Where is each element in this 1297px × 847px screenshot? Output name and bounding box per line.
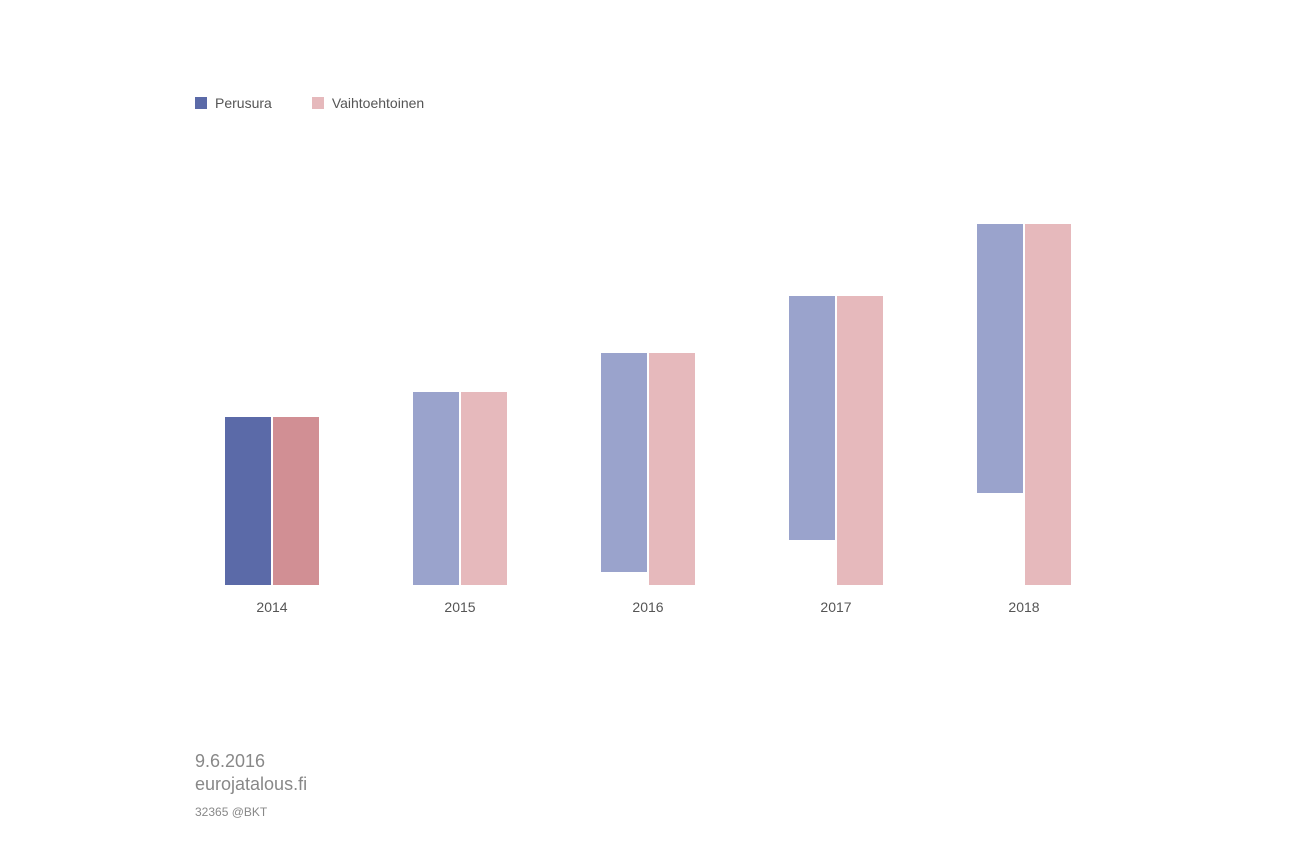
- bar-perusura-2014: [225, 417, 271, 585]
- legend-swatch-1: [312, 97, 324, 109]
- bar-group-2017: 2017: [789, 296, 883, 585]
- footer-site: eurojatalous.fi: [195, 773, 307, 796]
- bar-group-2014: 2014: [225, 417, 319, 585]
- legend-label-1: Vaihtoehtoinen: [332, 95, 424, 111]
- plot-area: 2014 2015 2016 2017 2018: [195, 165, 1115, 585]
- x-label-2015: 2015: [413, 599, 507, 615]
- bar-vaihtoehtoinen-2015: [461, 392, 507, 585]
- bar-perusura-2016: [601, 353, 647, 571]
- x-label-2014: 2014: [225, 599, 319, 615]
- bar-group-2016: 2016: [601, 353, 695, 585]
- bar-vaihtoehtoinen-2017: [837, 296, 883, 585]
- bar-perusura-2015: [413, 392, 459, 585]
- bar-vaihtoehtoinen-2016: [649, 353, 695, 585]
- bar-vaihtoehtoinen-2018: [1025, 224, 1071, 585]
- footer: 9.6.2016 eurojatalous.fi 32365 @BKT: [195, 750, 307, 819]
- legend: Perusura Vaihtoehtoinen: [195, 95, 424, 111]
- footer-ref: 32365 @BKT: [195, 805, 307, 819]
- legend-item-1: Vaihtoehtoinen: [312, 95, 424, 111]
- bar-perusura-2018: [977, 224, 1023, 493]
- legend-label-0: Perusura: [215, 95, 272, 111]
- bar-group-2018: 2018: [977, 224, 1071, 585]
- legend-swatch-0: [195, 97, 207, 109]
- bar-vaihtoehtoinen-2014: [273, 417, 319, 585]
- x-label-2018: 2018: [977, 599, 1071, 615]
- chart-container: Perusura Vaihtoehtoinen 2014 2015 2016 2017…: [195, 95, 1115, 635]
- bar-group-2015: 2015: [413, 392, 507, 585]
- x-label-2016: 2016: [601, 599, 695, 615]
- legend-item-0: Perusura: [195, 95, 272, 111]
- bar-perusura-2017: [789, 296, 835, 540]
- footer-date: 9.6.2016: [195, 750, 307, 773]
- x-label-2017: 2017: [789, 599, 883, 615]
